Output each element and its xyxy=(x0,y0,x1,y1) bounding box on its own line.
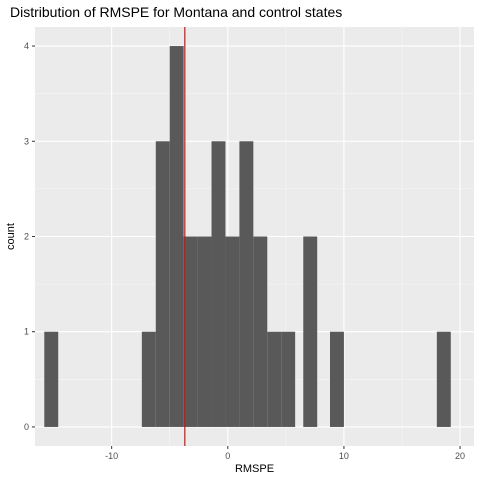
histogram-bar xyxy=(253,237,267,427)
histogram-bar xyxy=(184,237,198,427)
x-axis-label: RMSPE xyxy=(235,463,274,475)
y-tick-label: 0 xyxy=(24,422,29,432)
y-tick-label: 3 xyxy=(24,136,29,146)
histogram-bar xyxy=(281,332,295,427)
x-tick-label: 0 xyxy=(225,451,230,461)
histogram-bar xyxy=(170,46,184,427)
histogram-bar xyxy=(239,141,253,427)
x-tick-label: 10 xyxy=(339,451,349,461)
histogram-bar xyxy=(437,332,451,427)
histogram-bar xyxy=(225,237,239,427)
y-tick-label: 4 xyxy=(24,41,29,51)
histogram-bar xyxy=(303,237,317,427)
histogram-bar xyxy=(212,141,226,427)
histogram-bar xyxy=(156,141,170,427)
y-tick-label: 1 xyxy=(24,327,29,337)
histogram-bar xyxy=(198,237,212,427)
histogram-bar xyxy=(142,332,156,427)
histogram-bar xyxy=(330,332,344,427)
y-axis-label: count xyxy=(5,223,17,250)
histogram-bar xyxy=(44,332,58,427)
y-tick-label: 2 xyxy=(24,232,29,242)
x-tick-label: 20 xyxy=(455,451,465,461)
x-tick-label: -10 xyxy=(105,451,118,461)
histogram-bar xyxy=(267,332,281,427)
